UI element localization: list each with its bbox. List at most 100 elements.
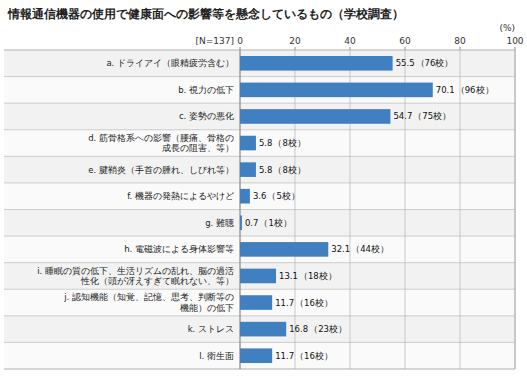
bar bbox=[240, 348, 272, 363]
row-background bbox=[4, 210, 515, 237]
row-background bbox=[4, 342, 515, 369]
data-label: 5.8 bbox=[259, 138, 273, 148]
category-label: l. 衛生面 bbox=[199, 351, 234, 361]
annotation: （18校） bbox=[299, 271, 337, 281]
annotation: （23校） bbox=[309, 324, 347, 334]
data-label: 32.1 bbox=[331, 244, 350, 254]
row-background bbox=[4, 156, 515, 183]
row-background bbox=[4, 183, 515, 210]
row-separator bbox=[4, 315, 515, 316]
category-label: c. 姿勢の悪化 bbox=[179, 111, 234, 121]
category-label-line: c. 姿勢の悪化 bbox=[179, 111, 234, 121]
category-label: g. 難聴 bbox=[205, 218, 234, 228]
category-label-line: k. ストレス bbox=[188, 324, 234, 334]
bar bbox=[240, 215, 242, 230]
data-label: 55.5 bbox=[396, 58, 415, 68]
bars bbox=[240, 56, 433, 363]
category-label: e. 腱鞘炎（手首の腫れ、しびれ等） bbox=[88, 165, 234, 175]
data-labels: 55.5（76校）70.1（96校）54.7（75校）5.8（8校）5.8（8校… bbox=[245, 58, 494, 360]
row-separator bbox=[4, 236, 515, 237]
category-label-line: 機能）の低下 bbox=[180, 303, 234, 313]
row-background bbox=[4, 263, 515, 290]
data-label: 70.1 bbox=[436, 85, 455, 95]
category-label: b. 視力の低下 bbox=[178, 85, 234, 95]
data-label: 13.1 bbox=[279, 271, 298, 281]
row-separator bbox=[4, 50, 515, 51]
data-label: 0.7 bbox=[245, 218, 259, 228]
category-label-line: j. 認知機能（知覚、記憶、思考、判断等の bbox=[63, 292, 234, 302]
row-background bbox=[4, 103, 515, 130]
row-background bbox=[4, 130, 515, 157]
bar bbox=[240, 136, 256, 151]
category-label-line: a. ドライアイ（眼精疲労含む） bbox=[106, 58, 234, 68]
row-background bbox=[4, 316, 515, 343]
row-separators bbox=[4, 50, 515, 369]
category-label: a. ドライアイ（眼精疲労含む） bbox=[106, 58, 234, 68]
row-background bbox=[4, 289, 515, 316]
category-label: f. 機器の発熱によるやけど bbox=[127, 191, 234, 201]
category-label-line: 性化（頭が冴えすぎて眠れない、等） bbox=[80, 276, 234, 286]
annotation: （44校） bbox=[351, 244, 389, 254]
chart: 情報通信機器の使用で健康面への影響等を懸念しているもの（学校調査） a. ドライア… bbox=[0, 0, 527, 377]
row-background bbox=[4, 236, 515, 263]
annotation: （1校） bbox=[259, 218, 291, 228]
row-separator bbox=[4, 103, 515, 104]
category-label-line: f. 機器の発熱によるやけど bbox=[127, 191, 234, 201]
row-background bbox=[4, 77, 515, 104]
row-separator bbox=[4, 76, 515, 77]
data-label: 11.7 bbox=[275, 298, 294, 308]
grid-line bbox=[240, 50, 241, 369]
bar bbox=[240, 242, 328, 257]
tick-label: 20 bbox=[289, 36, 301, 46]
category-label-line: b. 視力の低下 bbox=[178, 85, 234, 95]
category-label-line: h. 電磁波による身体影響等 bbox=[124, 244, 234, 254]
annotation: （75校） bbox=[413, 111, 451, 121]
bar bbox=[240, 295, 272, 310]
row-separator bbox=[4, 156, 515, 157]
row-separator bbox=[4, 209, 515, 210]
bar bbox=[240, 83, 433, 98]
category-label-line: g. 難聴 bbox=[205, 218, 234, 228]
category-label: h. 電磁波による身体影響等 bbox=[124, 244, 234, 254]
row-separator bbox=[4, 182, 515, 183]
tick-label: 80 bbox=[454, 36, 466, 46]
row-separator bbox=[4, 289, 515, 290]
row-separator bbox=[4, 129, 515, 130]
data-label: 54.7 bbox=[393, 111, 412, 121]
tick-label: 40 bbox=[344, 36, 356, 46]
bar bbox=[240, 189, 250, 204]
category-label: i. 睡眠の質の低下、生活リズムの乱れ、脳の過活性化（頭が冴えすぎて眠れない、等… bbox=[37, 266, 234, 287]
subtitle: [N=137] bbox=[196, 36, 234, 46]
annotation: （16校） bbox=[295, 351, 333, 361]
annotation: （96校） bbox=[456, 85, 494, 95]
row-backgrounds bbox=[4, 50, 515, 369]
data-label: 11.7 bbox=[275, 351, 294, 361]
category-label: k. ストレス bbox=[188, 324, 234, 334]
row-background bbox=[4, 50, 515, 77]
plot-border bbox=[515, 50, 516, 369]
title: 情報通信機器の使用で健康面への影響等を懸念しているもの（学校調査） bbox=[7, 7, 404, 21]
bar bbox=[240, 56, 393, 71]
category-label-line: 成長の阻害、等） bbox=[162, 143, 234, 153]
bar bbox=[240, 269, 276, 284]
grid bbox=[240, 47, 515, 369]
row-separator bbox=[4, 262, 515, 263]
tick-label: 60 bbox=[399, 36, 411, 46]
bar bbox=[240, 109, 390, 124]
axis-label: (%) bbox=[499, 23, 515, 33]
row-separator bbox=[4, 369, 515, 370]
data-label: 16.8 bbox=[289, 324, 308, 334]
category-label: d. 筋骨格系への影響（腰痛、骨格の成長の阻害、等） bbox=[88, 133, 234, 154]
bar bbox=[240, 162, 256, 177]
category-label-line: i. 睡眠の質の低下、生活リズムの乱れ、脳の過活 bbox=[37, 266, 234, 276]
annotation: （5校） bbox=[267, 191, 299, 201]
category-label-line: e. 腱鞘炎（手首の腫れ、しびれ等） bbox=[88, 165, 234, 175]
category-label-line: d. 筋骨格系への影響（腰痛、骨格の bbox=[88, 133, 234, 143]
row-separator bbox=[4, 342, 515, 343]
annotation: （16校） bbox=[295, 298, 333, 308]
category-label-line: l. 衛生面 bbox=[199, 351, 234, 361]
data-label: 5.8 bbox=[259, 165, 273, 175]
category-label: j. 認知機能（知覚、記憶、思考、判断等の機能）の低下 bbox=[63, 292, 234, 313]
annotation: （76校） bbox=[416, 58, 454, 68]
annotation: （8校） bbox=[273, 165, 305, 175]
